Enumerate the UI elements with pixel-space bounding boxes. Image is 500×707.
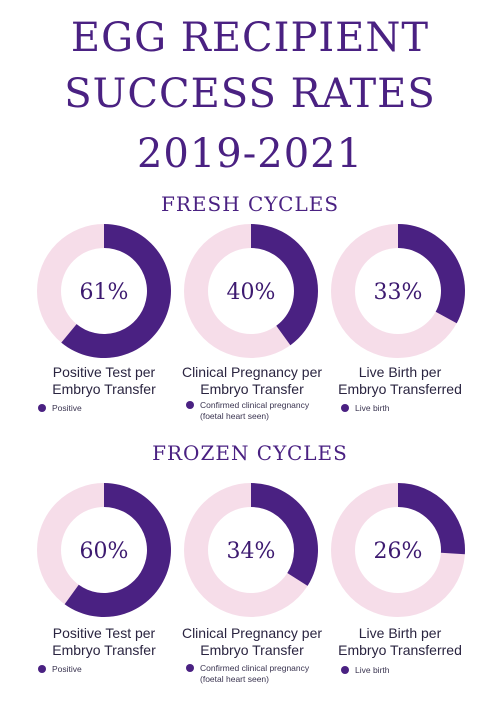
metric-label-fresh-positive: Positive Test per Embryo Transfer xyxy=(29,364,179,398)
legend-dot xyxy=(38,404,46,412)
donut-chart-frozen-positive: 60% xyxy=(37,483,171,617)
legend-dot xyxy=(341,404,349,412)
section-heading-fresh: FRESH CYCLES xyxy=(160,192,340,216)
donut-value-segment xyxy=(61,224,171,358)
metric-label-line1: Live Birth per xyxy=(358,364,442,380)
legend-text: Live birth xyxy=(355,403,390,413)
legend-fresh-positive: Positive xyxy=(38,403,82,414)
legend-text-line1: Confirmed clinical pregnancy xyxy=(200,663,310,673)
metric-label-line2: Embryo Transfer xyxy=(52,381,156,397)
title-line-3: 2019-2021 xyxy=(136,131,364,177)
legend-text: Live birth xyxy=(355,665,390,675)
donut-percent-label: 26% xyxy=(374,539,423,564)
donut-chart-fresh-livebirth: 33% xyxy=(331,224,465,358)
donut-percent-label: 40% xyxy=(227,280,276,305)
legend-dot xyxy=(341,666,349,674)
metric-label-line2: Embryo Transferred xyxy=(338,381,462,397)
metric-label-line2: Embryo Transferred xyxy=(338,642,462,658)
metric-label-frozen-positive: Positive Test per Embryo Transfer xyxy=(29,625,179,659)
donut-value-segment xyxy=(398,224,465,324)
metric-label-fresh-livebirth: Live Birth per Embryo Transferred xyxy=(325,364,475,398)
legend-text: Positive xyxy=(52,664,82,674)
legend-text-line2: (foetal heart seen) xyxy=(200,411,269,421)
legend-frozen-clinical: Confirmed clinical pregnancy (foetal hea… xyxy=(186,663,309,685)
metric-label-line2: Embryo Transfer xyxy=(200,381,304,397)
legend-fresh-livebirth: Live birth xyxy=(341,403,390,414)
donut-value-segment xyxy=(398,483,465,555)
title-line-2: SUCCESS RATES xyxy=(64,71,436,117)
legend-frozen-livebirth: Live birth xyxy=(341,665,390,676)
legend-text: Positive xyxy=(52,403,82,413)
legend-dot xyxy=(38,665,46,673)
legend-text-block: Confirmed clinical pregnancy (foetal hea… xyxy=(200,663,309,685)
donut-chart-fresh-positive: 61% xyxy=(37,224,171,358)
donut-value-segment xyxy=(251,224,318,346)
metric-label-line1: Positive Test per xyxy=(52,364,156,380)
legend-fresh-clinical: Confirmed clinical pregnancy (foetal hea… xyxy=(186,400,309,422)
donut-percent-label: 61% xyxy=(80,280,129,305)
legend-text-block: Confirmed clinical pregnancy (foetal hea… xyxy=(200,400,309,422)
metric-label-frozen-livebirth: Live Birth per Embryo Transferred xyxy=(325,625,475,659)
legend-frozen-positive: Positive xyxy=(38,664,82,675)
donut-value-segment xyxy=(251,483,318,586)
legend-dot xyxy=(186,401,194,409)
donut-percent-label: 33% xyxy=(374,280,423,305)
metric-label-line1: Clinical Pregnancy per xyxy=(181,625,323,641)
legend-text-line2: (foetal heart seen) xyxy=(200,674,269,684)
section-heading-frozen: FROZEN CYCLES xyxy=(152,441,348,465)
legend-text-line1: Confirmed clinical pregnancy xyxy=(200,400,310,410)
donut-percent-label: 34% xyxy=(227,539,276,564)
metric-label-line1: Positive Test per xyxy=(52,625,156,641)
donut-chart-frozen-livebirth: 26% xyxy=(331,483,465,617)
legend-dot xyxy=(186,664,194,672)
donut-chart-frozen-clinical: 34% xyxy=(184,483,318,617)
metric-label-frozen-clinical: Clinical Pregnancy per Embryo Transfer xyxy=(177,625,327,659)
metric-label-line2: Embryo Transfer xyxy=(52,642,156,658)
metric-label-line1: Clinical Pregnancy per xyxy=(181,364,323,380)
metric-label-line1: Live Birth per xyxy=(358,625,442,641)
donut-percent-label: 60% xyxy=(80,539,129,564)
donut-value-segment xyxy=(64,483,171,617)
metric-label-fresh-clinical: Clinical Pregnancy per Embryo Transfer xyxy=(177,364,327,398)
metric-label-line2: Embryo Transfer xyxy=(200,642,304,658)
title-line-1: EGG RECIPIENT xyxy=(70,15,430,61)
donut-chart-fresh-clinical: 40% xyxy=(184,224,318,358)
